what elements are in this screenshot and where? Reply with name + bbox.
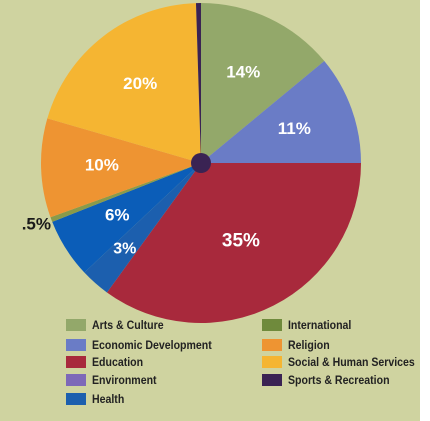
legend-label-religion: Religion [288, 338, 330, 352]
legend-label-international: International [288, 318, 352, 332]
pie-slice-environment [52, 163, 201, 273]
legend-item-social-and-human-services: Social & Human Services [262, 355, 430, 369]
legend-label-economic-development: Economic Development [92, 338, 212, 352]
legend-label-health: Health [92, 392, 125, 406]
legend-label-social-and-human-services: Social & Human Services [288, 355, 415, 369]
slice-label-health: 3% [113, 241, 136, 258]
legend-label-environment: Environment [92, 373, 157, 387]
legend-swatch-education [66, 356, 86, 368]
legend-item-international: International [262, 318, 360, 332]
pie-slice-sports-and-recreation [195, 3, 201, 163]
slice-label-economic-development: 11% [278, 119, 311, 138]
chart-legend: Arts & Culture Economic Development Educat… [66, 318, 415, 406]
legend-swatch-environment [66, 374, 86, 386]
slice-label-arts-and-culture: .5% [22, 215, 51, 234]
slice-label-international: 14% [226, 63, 260, 82]
legend-label-sports-and-recreation: Sports & Recreation [288, 373, 390, 387]
legend-item-health: Health [66, 392, 129, 406]
pie-slice-arts-and-culture [50, 163, 201, 222]
legend-item-sports-and-recreation: Sports & Recreation [262, 373, 403, 387]
legend-item-religion: Religion [262, 338, 335, 352]
legend-label-arts-and-culture: Arts & Culture [92, 318, 164, 332]
legend-swatch-international [262, 319, 282, 331]
chart-figure: 14% 11% 35% 3% 6% .5% 10% 20% Arts & Culture Eco… [0, 0, 420, 421]
legend-label-education: Education [92, 355, 144, 369]
legend-item-economic-development: Economic Development [66, 338, 228, 352]
legend-swatch-economic-development [66, 339, 86, 351]
pie-chart: 14% 11% 35% 3% 6% .5% 10% 20% [22, 3, 361, 323]
legend-swatch-social-and-human-services [262, 356, 282, 368]
legend-item-education: Education [66, 355, 150, 369]
pie-center-hub [191, 153, 211, 173]
pie-slice-social-and-human-services [47, 3, 201, 164]
pie-slice-religion [40, 118, 201, 218]
slice-label-religion: 10% [85, 156, 119, 175]
slice-label-environment: 6% [105, 206, 130, 225]
legend-swatch-sports-and-recreation [262, 374, 282, 386]
pie-slice-education [106, 163, 361, 323]
legend-swatch-health [66, 393, 86, 405]
pie-slice-international [201, 3, 325, 163]
legend-item-environment: Environment [66, 373, 165, 387]
legend-swatch-religion [262, 339, 282, 351]
legend-swatch-arts-and-culture [66, 319, 86, 331]
legend-item-arts-and-culture: Arts & Culture [66, 318, 173, 332]
slice-label-education: 35% [222, 230, 260, 251]
slice-label-social-and-human-services: 20% [123, 74, 157, 93]
pie-slice-economic-development [201, 61, 361, 163]
pie-slice-health [84, 163, 201, 293]
